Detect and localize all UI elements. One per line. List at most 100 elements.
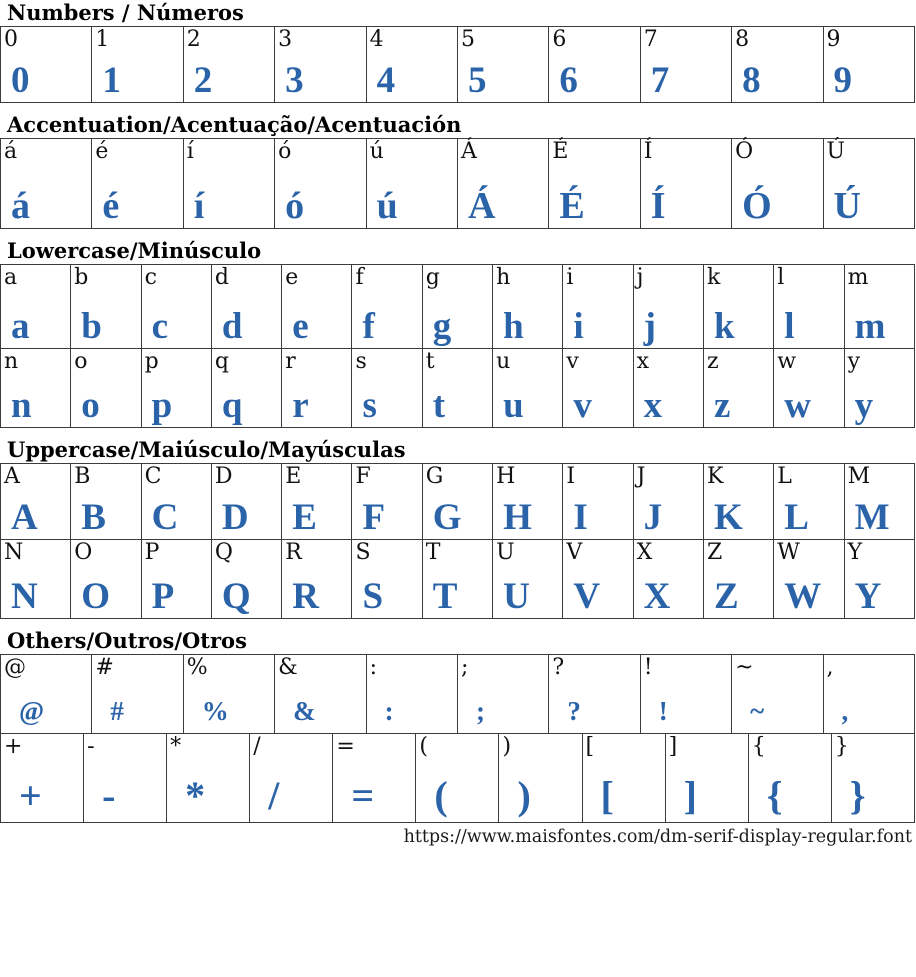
glyph-sample: M	[854, 497, 890, 539]
glyph-cell: * *	[166, 733, 251, 824]
glyph-reference: N	[4, 540, 24, 566]
glyph-reference: P	[144, 540, 160, 566]
section-others: Others/Outros/Otros @ @ # #%% & &::;;??!! ~ ~,, +…	[0, 630, 916, 824]
glyph-sample: p	[151, 385, 173, 427]
glyph-reference: :	[369, 655, 377, 681]
glyph-sample: D	[221, 497, 249, 539]
glyph-sample: h	[503, 306, 524, 348]
glyph-cell: ,,	[822, 654, 916, 735]
glyph-cell: # #	[91, 654, 184, 735]
glyph-reference: E	[285, 464, 302, 490]
glyph-sample: B	[81, 497, 106, 539]
glyph-reference: k	[706, 265, 721, 291]
glyph-reference: K	[706, 464, 724, 490]
glyph-sample: Ó	[742, 185, 772, 228]
glyph-sample: 0	[11, 60, 30, 102]
glyph-sample: r	[292, 385, 309, 427]
glyph-reference: G	[425, 464, 444, 490]
glyph-reference: )	[502, 734, 512, 760]
glyph-reference: q	[214, 349, 229, 375]
section-lowercase: Lowercase/Minúsculo a a b b c c d d e e f f g g h h i i j j k…	[0, 240, 916, 429]
glyph-sample: ;	[475, 696, 485, 727]
glyph-sample: !	[658, 696, 668, 727]
glyph-reference: L	[777, 464, 792, 490]
glyph-sample: G	[432, 497, 462, 539]
glyph-sample: ó	[285, 185, 305, 228]
glyph-reference: 9	[826, 27, 841, 53]
glyph-sample: u	[503, 385, 524, 427]
glyph-reference: ó	[278, 139, 292, 165]
glyph-sample: :	[384, 696, 394, 727]
glyph-cell: ;;	[456, 654, 550, 735]
glyph-reference: é	[95, 139, 109, 165]
glyph-reference: Á	[460, 139, 477, 165]
glyph-reference: 6	[552, 27, 567, 53]
glyph-sample: ,	[841, 696, 849, 727]
glyph-sample: 5	[467, 60, 487, 102]
glyph-sample: 4	[376, 60, 396, 102]
glyph-cell: ))	[498, 733, 583, 824]
glyph-reference: É	[552, 139, 569, 165]
glyph-reference: X	[636, 540, 653, 566]
glyph-sample: =	[351, 773, 375, 819]
glyph-sample: 7	[650, 60, 670, 102]
glyph-sample: z	[713, 385, 731, 427]
glyph-sample: A	[11, 497, 38, 539]
glyph-sample: F	[362, 497, 386, 539]
glyph-table-others-row1: + + - - * * / / = =(())[[]]{{}}	[0, 733, 916, 824]
glyph-reference: g	[425, 265, 440, 291]
glyph-reference: a	[4, 265, 18, 291]
glyph-reference: 7	[643, 27, 658, 53]
glyph-reference: x	[636, 349, 650, 375]
glyph-table-others-row0: @ @ # #%% & &::;;??!! ~ ~,,	[0, 654, 916, 735]
glyph-cell: @ @	[0, 654, 93, 735]
glyph-sample: q	[221, 385, 243, 427]
glyph-cell: / /	[249, 733, 334, 824]
glyph-sample: +	[19, 773, 42, 819]
glyph-sample: á	[11, 185, 30, 228]
glyph-reference: -	[87, 734, 95, 760]
section-title-accentuation: Accentuation/Acentuação/Acentuación	[7, 112, 462, 138]
glyph-reference: c	[144, 265, 157, 291]
glyph-reference: 0	[4, 27, 18, 53]
glyph-sample: @	[19, 696, 45, 727]
glyph-cell: & &	[274, 654, 367, 735]
glyph-reference: O	[74, 540, 93, 566]
glyph-reference: A	[4, 464, 20, 490]
glyph-reference: 2	[186, 27, 201, 53]
glyph-reference: M	[847, 464, 871, 490]
section-numbers: Numbers / Números 0 0 1 1 2 2 3 3 4 4 5 5 6 6 7 7 8 8 9 9	[0, 1, 916, 104]
glyph-sample: é	[102, 185, 120, 228]
glyph-reference: ~	[735, 655, 754, 681]
glyph-reference: p	[144, 349, 159, 375]
glyph-reference: 5	[460, 27, 475, 53]
glyph-sample: Q	[221, 576, 251, 618]
glyph-cell: ??	[548, 654, 641, 735]
glyph-reference: y	[847, 349, 860, 375]
glyph-reference: i	[566, 265, 574, 291]
glyph-reference: V	[566, 540, 583, 566]
glyph-sample: S	[362, 576, 384, 618]
glyph-sample: W	[784, 576, 822, 618]
